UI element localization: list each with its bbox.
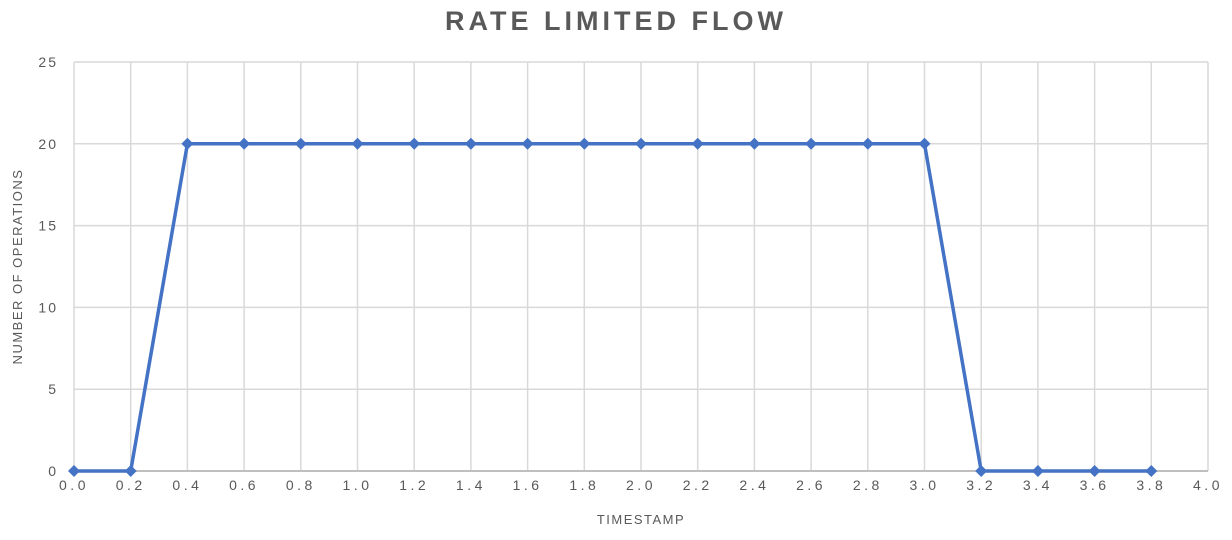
data-point-marker (861, 137, 874, 150)
x-tick-label: 1.4 (456, 477, 486, 493)
data-point-marker (124, 465, 137, 477)
data-point-marker (748, 137, 761, 150)
x-tick-label: 1.2 (399, 477, 429, 493)
x-tick-label: 0.4 (172, 477, 202, 493)
x-axis-title: TIMESTAMP (597, 512, 685, 527)
data-line (74, 142, 1152, 473)
y-tick-label: 5 (48, 381, 58, 397)
x-tick-label: 0.8 (286, 477, 316, 493)
data-point-marker (578, 137, 591, 150)
data-point-marker (464, 137, 477, 150)
data-point-marker (975, 465, 988, 477)
x-tick-label: 1.0 (343, 477, 373, 493)
y-tick-label: 25 (38, 54, 58, 70)
data-point-marker (805, 137, 818, 150)
data-point-marker (68, 465, 80, 477)
chart-title: RATE LIMITED FLOW (445, 6, 787, 36)
x-tick-label: 1.6 (513, 477, 543, 493)
x-tick-label: 3.2 (966, 477, 996, 493)
y-tick-label: 15 (38, 218, 58, 234)
x-tick-label: 0.2 (116, 477, 146, 493)
x-tick-label: 3.8 (1136, 477, 1166, 493)
data-point-marker (1145, 465, 1158, 477)
data-point-marker (238, 137, 251, 150)
data-point-marker (691, 137, 704, 150)
x-tick-label: 1.8 (569, 477, 599, 493)
x-tick-label: 4.0 (1193, 477, 1223, 493)
data-point-marker (1031, 465, 1044, 477)
data-point-marker (521, 137, 534, 150)
data-point-marker (1088, 465, 1101, 477)
y-tick-label: 10 (38, 299, 58, 315)
y-tick-label: 0 (48, 463, 58, 479)
x-tick-label: 3.0 (910, 477, 940, 493)
data-point-marker (408, 137, 421, 150)
x-tick-label: 0.6 (229, 477, 259, 493)
x-tick-label: 2.0 (626, 477, 656, 493)
x-tick-label: 3.4 (1023, 477, 1053, 493)
x-tick-label: 2.4 (739, 477, 769, 493)
data-point-marker (294, 137, 307, 150)
data-point-marker (351, 137, 364, 150)
y-tick-label: 20 (38, 136, 58, 152)
x-tick-label: 2.8 (853, 477, 883, 493)
x-tick-label: 0.0 (59, 477, 89, 493)
x-tick-label: 2.6 (796, 477, 826, 493)
x-tick-label: 2.2 (683, 477, 713, 493)
x-tick-label: 3.6 (1080, 477, 1110, 493)
data-point-marker (181, 137, 194, 150)
data-point-marker (918, 137, 931, 150)
y-axis-title: NUMBER OF OPERATIONS (10, 169, 25, 365)
data-point-marker (635, 137, 647, 150)
